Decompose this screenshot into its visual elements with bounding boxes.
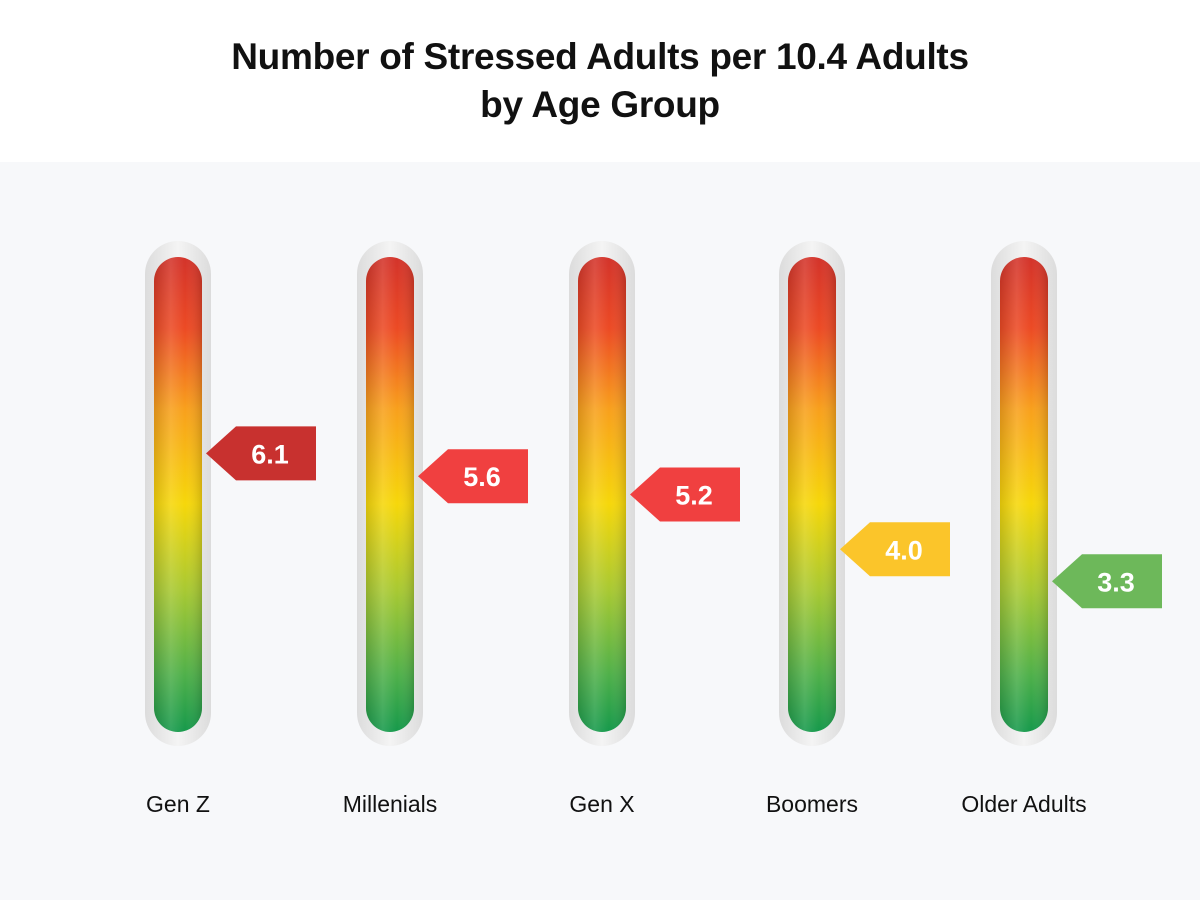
category-label: Boomers (766, 791, 858, 817)
value-label: 3.3 (1097, 567, 1135, 597)
category-label: Millenials (343, 791, 438, 817)
gauge-group: 6.1 Gen Z (145, 241, 316, 817)
value-label: 6.1 (251, 439, 289, 469)
value-label: 5.6 (463, 462, 501, 492)
value-label: 4.0 (885, 535, 923, 565)
category-label: Gen Z (146, 791, 210, 817)
value-marker (206, 426, 316, 481)
value-marker (418, 449, 528, 504)
chart-subtitle: by Age Group (480, 84, 720, 125)
gauge-group: 5.2 Gen X (569, 241, 740, 817)
gauge-shine (366, 257, 414, 732)
chart-header: Number of Stressed Adults per 10.4 Adult… (0, 0, 1200, 162)
gauge-group: 3.3 Older Adults (961, 241, 1162, 817)
gauge-shine (1000, 257, 1048, 732)
value-marker (1052, 554, 1162, 609)
category-label: Gen X (569, 791, 634, 817)
value-marker (630, 467, 740, 522)
value-label: 5.2 (675, 481, 713, 511)
gauge-group: 4.0 Boomers (766, 241, 950, 817)
category-label: Older Adults (961, 791, 1086, 817)
gauge-shine (788, 257, 836, 732)
chart-title: Number of Stressed Adults per 10.4 Adult… (231, 36, 969, 77)
gauge-shine (154, 257, 202, 732)
value-marker (840, 522, 950, 577)
gauge-group: 5.6 Millenials (343, 241, 528, 817)
gauge-shine (578, 257, 626, 732)
